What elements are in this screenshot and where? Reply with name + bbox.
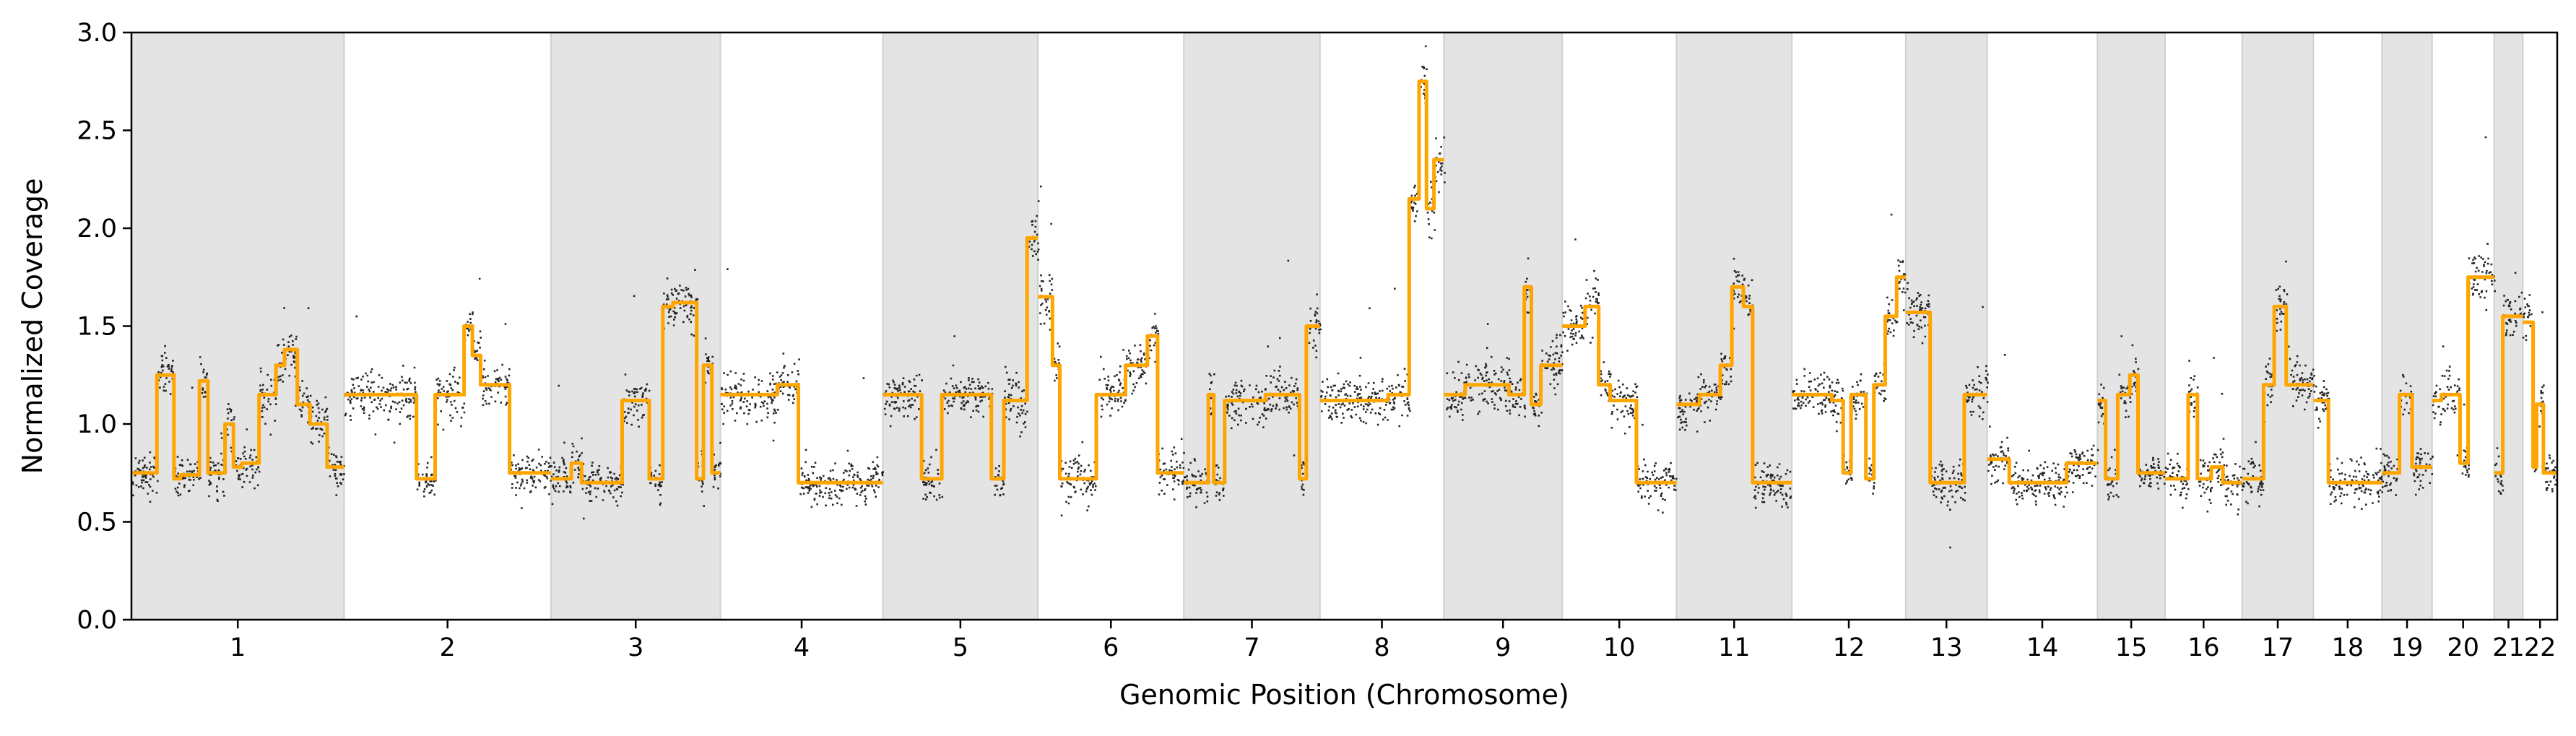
segment-line-chr13 bbox=[1905, 311, 1987, 485]
coverage-points-chr20 bbox=[2432, 136, 2496, 478]
y-axis: 0.0 0.5 1.0 1.5 2.0 2.5 3.0 bbox=[77, 19, 131, 635]
x-axis: 1 2 3 4 5 6 7 8 9 10 11 12 13 14 15 16 17 18 19 20 21 22 bbox=[230, 620, 2556, 662]
x-tick-label-chr13: 13 bbox=[1930, 633, 1963, 662]
y-tick-label: 3.0 bbox=[77, 19, 117, 48]
x-tick-label-chr1: 1 bbox=[230, 633, 246, 662]
y-tick-label: 0.0 bbox=[77, 606, 117, 635]
chromosome-band-21 bbox=[2494, 33, 2523, 620]
x-tick-label-chr16: 16 bbox=[2187, 633, 2220, 662]
chromosome-band-15 bbox=[2097, 33, 2165, 620]
x-tick-label-chr7: 7 bbox=[1244, 633, 1259, 662]
segment-line-chr14 bbox=[1987, 457, 2098, 485]
y-tick-label: 2.0 bbox=[77, 215, 117, 243]
segment-line-chr1 bbox=[131, 347, 344, 481]
coverage-points-chr13 bbox=[1906, 282, 1989, 549]
chromosome-band-1 bbox=[131, 33, 344, 620]
coverage-points-chr10 bbox=[1562, 238, 1678, 514]
x-tick-label-chr11: 11 bbox=[1718, 633, 1751, 662]
x-tick-label-chr2: 2 bbox=[440, 633, 456, 662]
x-tick-label-chr18: 18 bbox=[2332, 633, 2364, 662]
x-tick-label-chr9: 9 bbox=[1495, 633, 1511, 662]
chromosome-bands bbox=[131, 33, 2524, 620]
segment-line-chr19 bbox=[2382, 392, 2432, 475]
x-tick-label-chr10: 10 bbox=[1603, 633, 1636, 662]
x-tick-label-chr12: 12 bbox=[1833, 633, 1865, 662]
segment-line-chr16 bbox=[2164, 392, 2242, 485]
coverage-points bbox=[131, 45, 2558, 549]
x-tick-label-chr17: 17 bbox=[2262, 633, 2294, 662]
x-tick-label-chr20: 20 bbox=[2447, 633, 2479, 662]
chromosome-band-17 bbox=[2242, 33, 2314, 620]
y-axis-title: Normalized Coverage bbox=[17, 178, 48, 475]
x-tick-label-chr22: 22 bbox=[2524, 633, 2557, 662]
chromosome-band-19 bbox=[2382, 33, 2432, 620]
segment-line-chr22 bbox=[2523, 320, 2557, 475]
coverage-points-chr16 bbox=[2167, 357, 2244, 516]
x-tick-label-chr14: 14 bbox=[2026, 633, 2059, 662]
segment-line-chr7 bbox=[1184, 324, 1320, 485]
segment-line-chr4 bbox=[720, 383, 883, 485]
x-tick-label-chr6: 6 bbox=[1103, 633, 1119, 662]
y-tick-label: 2.5 bbox=[77, 117, 117, 146]
x-tick-label-chr15: 15 bbox=[2115, 633, 2148, 662]
segment-line-chr8 bbox=[1319, 79, 1444, 402]
chromosome-band-9 bbox=[1444, 33, 1563, 620]
segment-line-chr5 bbox=[882, 236, 1038, 481]
segment-line-chr17 bbox=[2242, 304, 2314, 481]
chromosome-band-7 bbox=[1184, 33, 1320, 620]
x-tick-label-chr5: 5 bbox=[953, 633, 968, 662]
segment-line-chr9 bbox=[1444, 285, 1563, 407]
plot-frame bbox=[130, 31, 2559, 621]
segment-lines bbox=[131, 79, 2557, 485]
chromosome-band-11 bbox=[1676, 33, 1792, 620]
segment-line-chr6 bbox=[1038, 295, 1184, 481]
x-axis-title: Genomic Position (Chromosome) bbox=[1119, 679, 1569, 711]
x-tick-label-chr4: 4 bbox=[794, 633, 810, 662]
chromosome-band-3 bbox=[550, 33, 721, 620]
segment-line-chr10 bbox=[1562, 304, 1677, 485]
segment-line-chr12 bbox=[1792, 275, 1906, 481]
y-tick-label: 0.5 bbox=[77, 508, 117, 537]
x-tick-label-chr8: 8 bbox=[1374, 633, 1389, 662]
segment-line-chr11 bbox=[1676, 285, 1792, 485]
coverage-points-chr12 bbox=[1792, 213, 1907, 495]
x-tick-label-chr3: 3 bbox=[628, 633, 643, 662]
y-tick-label: 1.5 bbox=[77, 313, 117, 342]
coverage-points-chr14 bbox=[1987, 354, 2099, 508]
coverage-points-chr9 bbox=[1446, 257, 1564, 428]
chromosome-band-5 bbox=[882, 33, 1038, 620]
segment-line-chr18 bbox=[2313, 399, 2382, 485]
segment-line-chr2 bbox=[344, 324, 551, 481]
coverage-points-chr18 bbox=[2313, 380, 2384, 510]
segment-line-chr3 bbox=[550, 300, 721, 485]
segment-line-chr15 bbox=[2097, 373, 2165, 481]
x-tick-label-chr19: 19 bbox=[2391, 633, 2424, 662]
x-tick-label-chr21: 21 bbox=[2492, 633, 2525, 662]
coverage-points-chr7 bbox=[1184, 259, 1322, 508]
segment-line-chr21 bbox=[2494, 314, 2523, 475]
coverage-points-chr4 bbox=[720, 268, 884, 508]
coverage-points-chr22 bbox=[2523, 294, 2558, 493]
y-tick-label: 1.0 bbox=[77, 410, 117, 439]
segment-line-chr20 bbox=[2432, 275, 2494, 465]
